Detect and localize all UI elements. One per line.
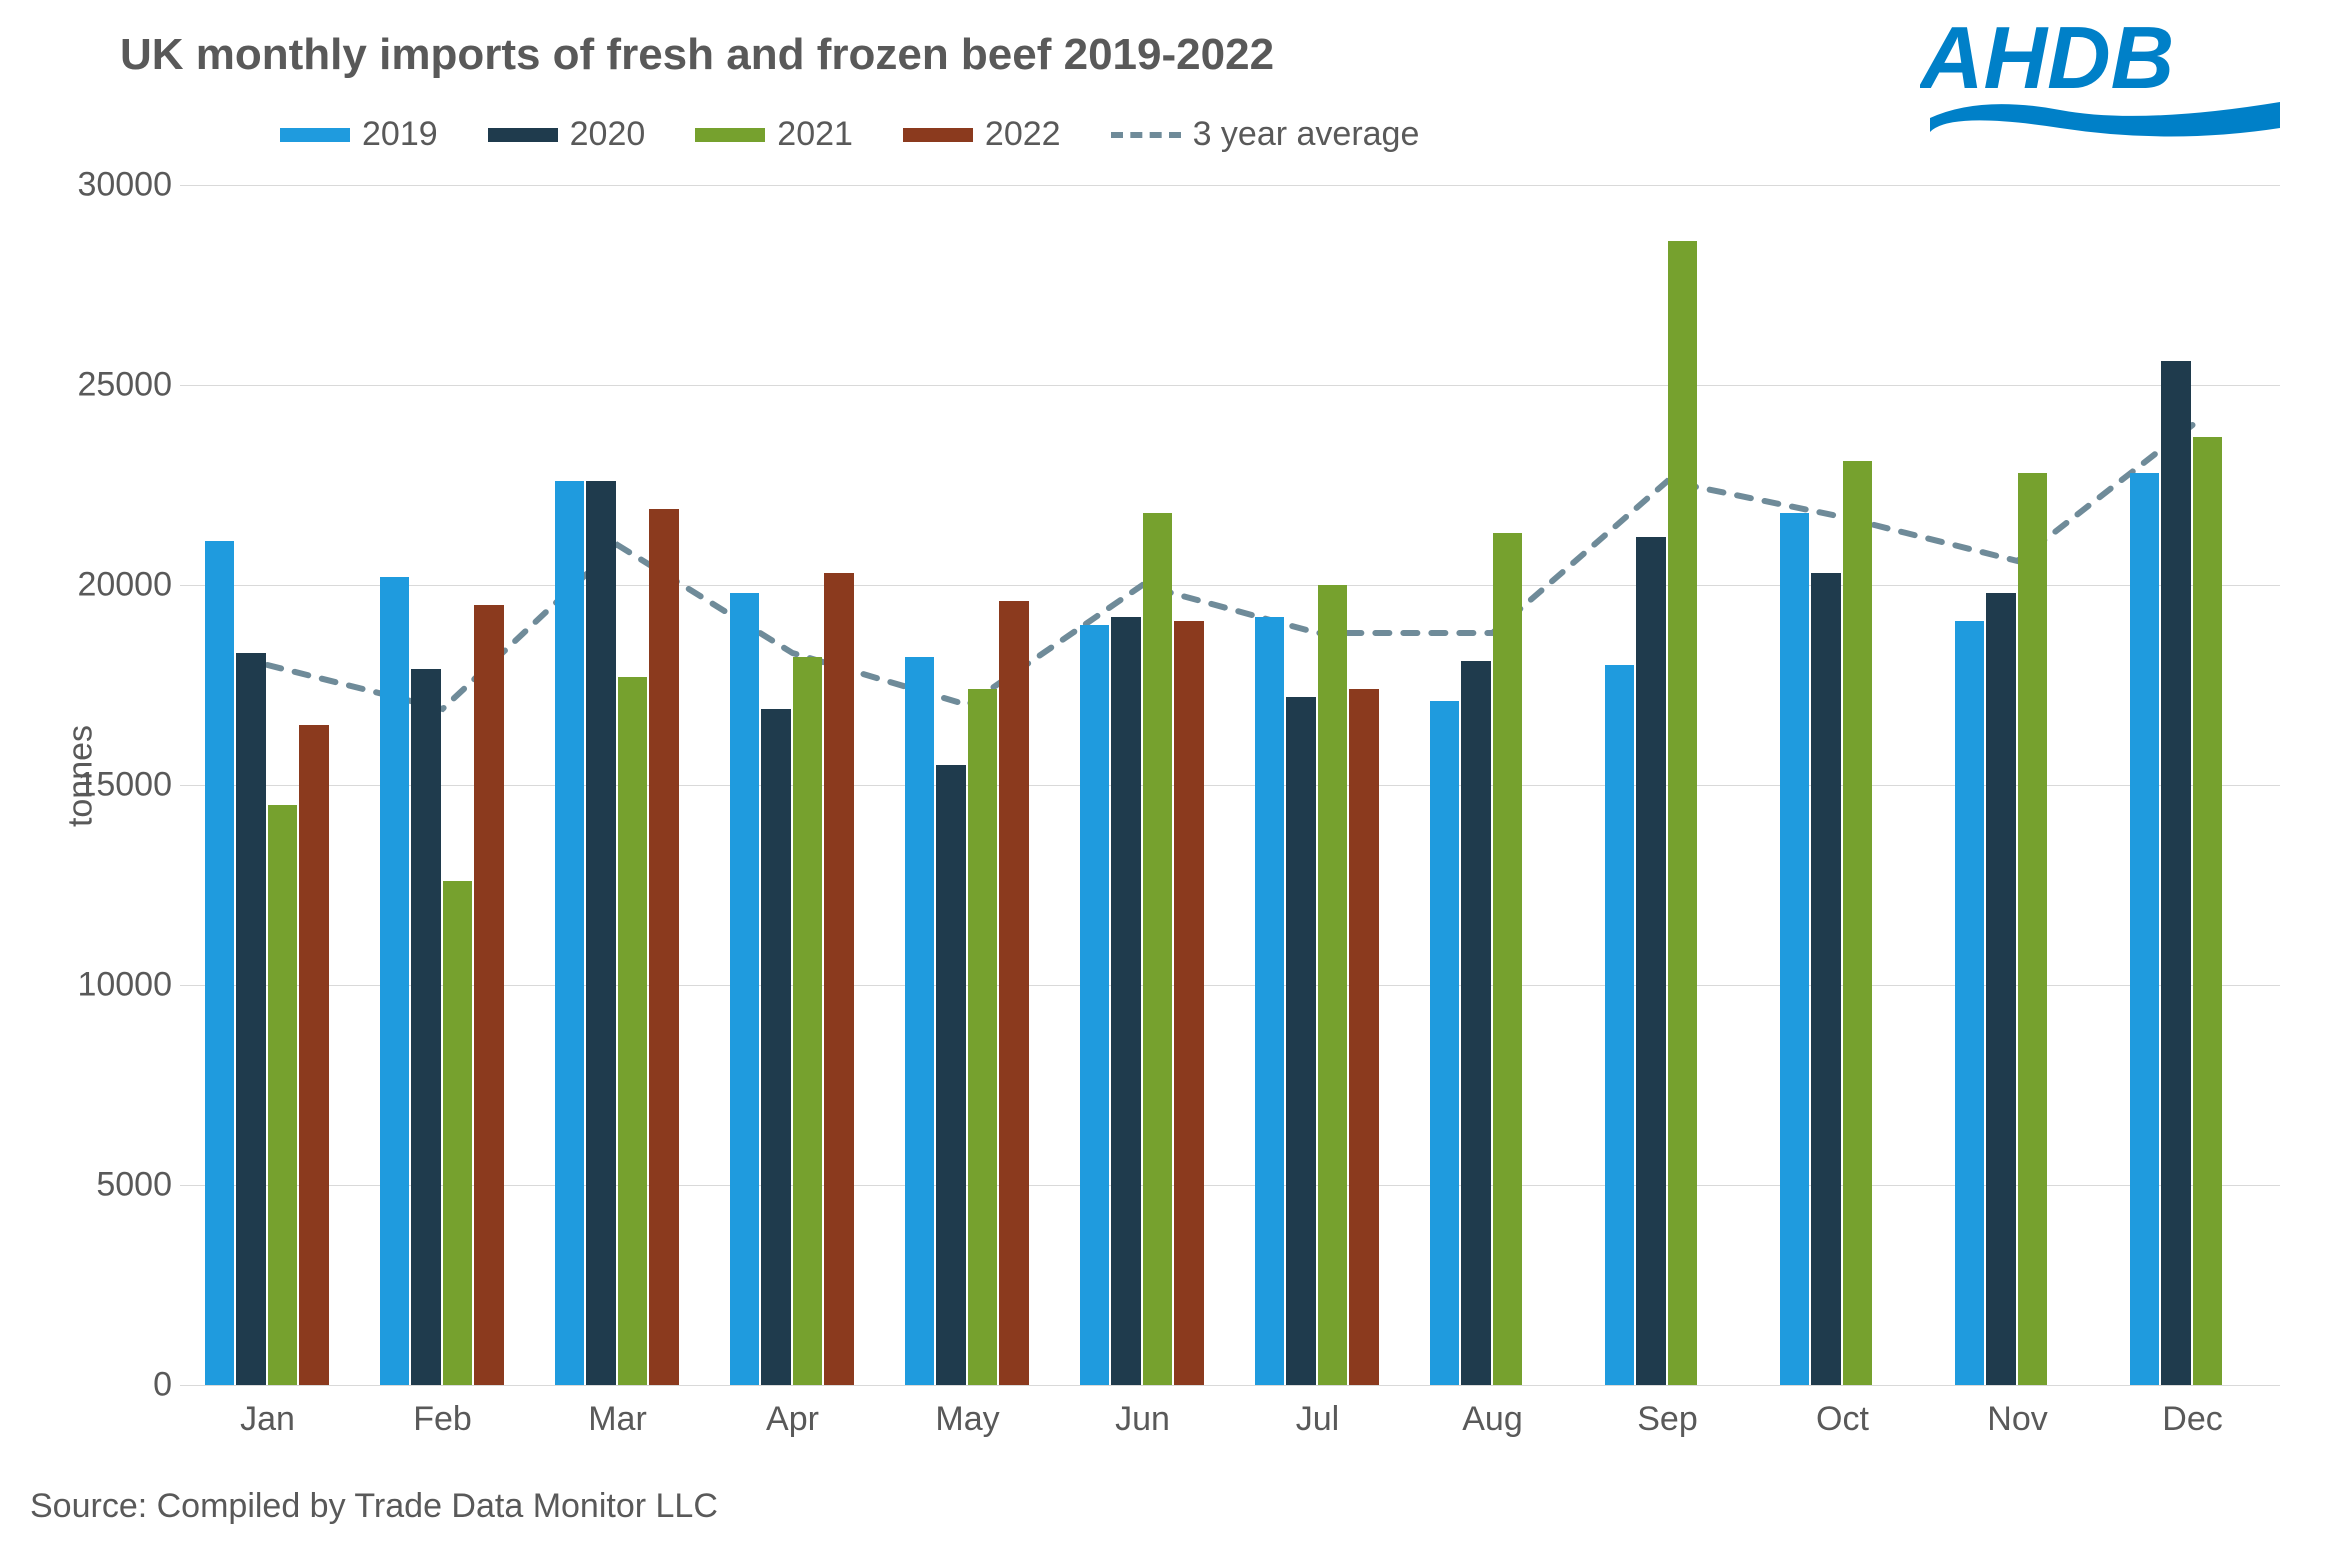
- bar: [649, 509, 679, 1385]
- bar: [1668, 241, 1698, 1385]
- bar: [1955, 621, 1985, 1385]
- legend: 2019 2020 2021 2022 3 year average: [280, 115, 1419, 154]
- legend-swatch: [695, 128, 765, 142]
- bar: [1174, 621, 1204, 1385]
- x-tick-label: Oct: [1816, 1400, 1869, 1439]
- bar: [1286, 697, 1316, 1385]
- bar: [1493, 533, 1523, 1385]
- legend-item: 2022: [903, 115, 1061, 154]
- legend-swatch: [903, 128, 973, 142]
- legend-swatch: [488, 128, 558, 142]
- y-tick-label: 20000: [77, 566, 172, 605]
- plot-area: [180, 185, 2280, 1385]
- x-tick-label: Nov: [1987, 1400, 2047, 1439]
- legend-item: 2020: [488, 115, 646, 154]
- bar: [2130, 473, 2160, 1385]
- bar: [1811, 573, 1841, 1385]
- bar: [1636, 537, 1666, 1385]
- bar: [236, 653, 266, 1385]
- legend-item: 3 year average: [1111, 115, 1420, 154]
- bar: [380, 577, 410, 1385]
- x-tick-label: Aug: [1462, 1400, 1523, 1439]
- x-tick-label: Dec: [2162, 1400, 2222, 1439]
- bar: [793, 657, 823, 1385]
- bar: [999, 601, 1029, 1385]
- legend-line-icon: [1111, 132, 1181, 138]
- legend-label: 3 year average: [1193, 115, 1420, 154]
- bar: [1430, 701, 1460, 1385]
- logo: AHDB: [1920, 10, 2300, 140]
- x-tick-label: Mar: [588, 1400, 647, 1439]
- y-tick-label: 25000: [77, 366, 172, 405]
- legend-label: 2020: [570, 115, 646, 154]
- y-tick-label: 0: [153, 1366, 172, 1405]
- bar: [1605, 665, 1635, 1385]
- bar: [618, 677, 648, 1385]
- bar: [905, 657, 935, 1385]
- y-tick-label: 30000: [77, 166, 172, 205]
- bar: [824, 573, 854, 1385]
- bar: [730, 593, 760, 1385]
- chart-container: UK monthly imports of fresh and frozen b…: [0, 0, 2340, 1551]
- bar: [1843, 461, 1873, 1385]
- x-tick-label: Apr: [766, 1400, 819, 1439]
- bar: [1780, 513, 1810, 1385]
- bar: [268, 805, 298, 1385]
- source-text: Source: Compiled by Trade Data Monitor L…: [30, 1487, 718, 1526]
- y-tick-label: 15000: [77, 766, 172, 805]
- x-tick-label: Jan: [240, 1400, 295, 1439]
- bar: [2161, 361, 2191, 1385]
- bar: [205, 541, 235, 1385]
- bar: [555, 481, 585, 1385]
- legend-item: 2021: [695, 115, 853, 154]
- bar: [443, 881, 473, 1385]
- legend-swatch: [280, 128, 350, 142]
- logo-wave-icon: [1930, 102, 2280, 137]
- bar: [1111, 617, 1141, 1385]
- bar: [761, 709, 791, 1385]
- bar: [968, 689, 998, 1385]
- bar: [1318, 585, 1348, 1385]
- bar: [1461, 661, 1491, 1385]
- bar: [936, 765, 966, 1385]
- legend-label: 2019: [362, 115, 438, 154]
- y-tick-label: 5000: [96, 1166, 172, 1205]
- legend-item: 2019: [280, 115, 438, 154]
- x-tick-label: Jun: [1115, 1400, 1170, 1439]
- legend-label: 2022: [985, 115, 1061, 154]
- bar: [1080, 625, 1110, 1385]
- bar: [1255, 617, 1285, 1385]
- x-tick-label: Feb: [413, 1400, 472, 1439]
- bar: [411, 669, 441, 1385]
- bar: [1349, 689, 1379, 1385]
- x-tick-label: Jul: [1296, 1400, 1339, 1439]
- legend-label: 2021: [777, 115, 853, 154]
- bar: [474, 605, 504, 1385]
- bar: [2018, 473, 2048, 1385]
- bar: [299, 725, 329, 1385]
- x-tick-label: Sep: [1637, 1400, 1698, 1439]
- bar: [2193, 437, 2223, 1385]
- gridline: [180, 1385, 2280, 1386]
- x-tick-label: May: [935, 1400, 999, 1439]
- bar: [1986, 593, 2016, 1385]
- bar: [1143, 513, 1173, 1385]
- y-tick-label: 10000: [77, 966, 172, 1005]
- logo-text: AHDB: [1920, 10, 2174, 107]
- chart-title: UK monthly imports of fresh and frozen b…: [120, 30, 1274, 80]
- bar: [586, 481, 616, 1385]
